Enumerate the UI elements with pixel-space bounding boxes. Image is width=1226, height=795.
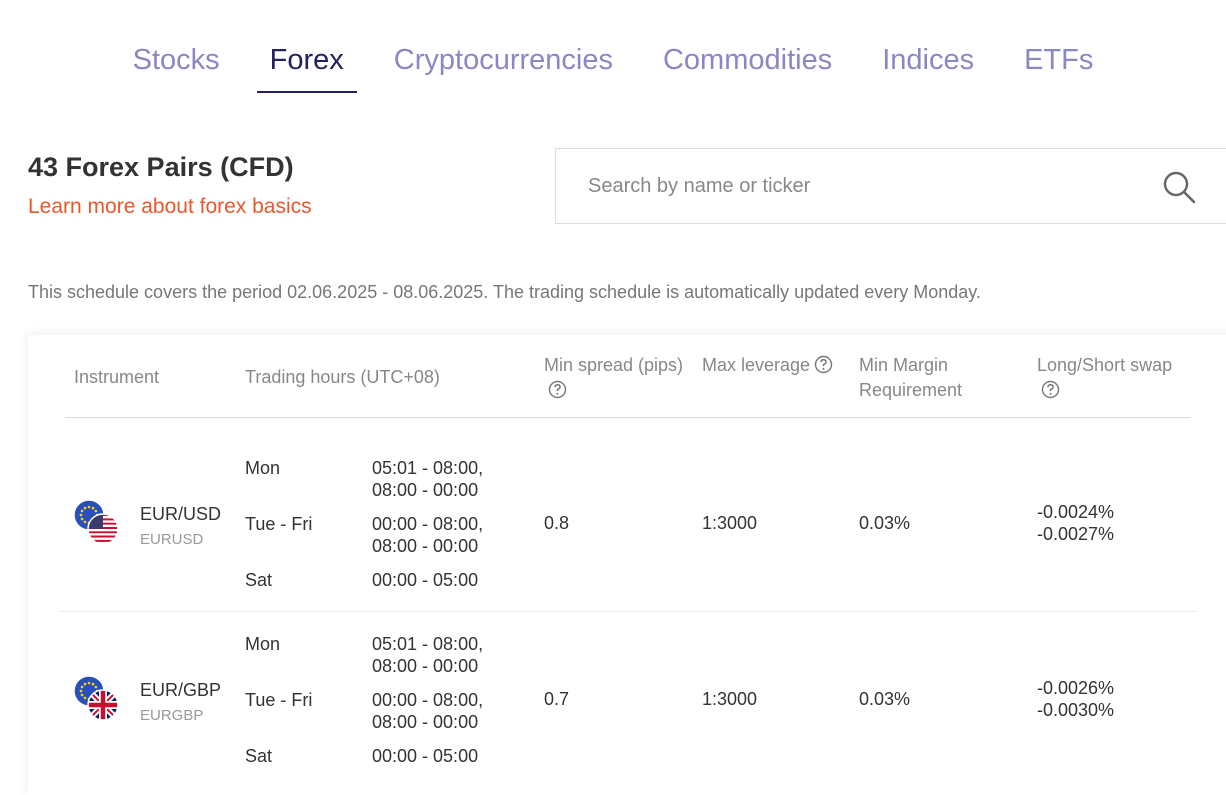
trading-hours: Mon 05:01 - 08:00, 08:00 - 00:00 Tue - Fri… bbox=[245, 436, 512, 611]
column-label: Min spread (pips) bbox=[544, 355, 684, 375]
search-icon[interactable] bbox=[1161, 169, 1197, 205]
spread: 0.7 bbox=[544, 689, 570, 709]
help-icon[interactable] bbox=[548, 380, 567, 399]
schedule-notice: This schedule covers the period 02.06.20… bbox=[28, 282, 981, 302]
hours-entry: Tue - Fri 00:00 - 08:00, 08:00 - 00:00 bbox=[245, 513, 512, 557]
swap-value: -0.0024% bbox=[1037, 502, 1115, 522]
hours-times: 00:00 - 05:00 bbox=[372, 569, 479, 590]
hours-days: Tue - Fri bbox=[245, 689, 313, 710]
swap-value: -0.0027% bbox=[1037, 524, 1115, 544]
instrument-name: EUR/GBP bbox=[140, 680, 222, 700]
margin: 0.03% bbox=[859, 689, 911, 709]
hours-entry: Mon 05:01 - 08:00, 08:00 - 00:00 bbox=[245, 457, 512, 501]
hours-days: Sat bbox=[245, 569, 273, 590]
hours-days: Sat bbox=[245, 745, 273, 766]
hours-times: 00:00 - 08:00, 08:00 - 00:00 bbox=[372, 689, 484, 732]
header-divider bbox=[65, 417, 1190, 418]
pair-flags bbox=[73, 499, 119, 545]
column-label: Instrument bbox=[74, 367, 160, 387]
hours-times: 00:00 - 05:00 bbox=[372, 745, 479, 766]
hours-times: 05:01 - 08:00, 08:00 - 00:00 bbox=[372, 633, 484, 676]
spread: 0.8 bbox=[544, 513, 570, 533]
hours-days: Tue - Fri bbox=[245, 513, 313, 534]
tab[interactable]: ETFs bbox=[1024, 44, 1094, 76]
hours-entry: Mon 05:01 - 08:00, 08:00 - 00:00 bbox=[245, 633, 512, 677]
search-box[interactable]: Search by name or ticker bbox=[555, 148, 1226, 224]
column-label: Trading hours (UTC+08) bbox=[245, 367, 440, 387]
tab-bar: Stocks Forex Cryptocurrencies Commodities In… bbox=[0, 44, 1226, 93]
help-icon[interactable] bbox=[1041, 380, 1060, 399]
instrument-ticker: EURGBP bbox=[140, 707, 204, 724]
leverage: 1:3000 bbox=[702, 689, 758, 709]
table-card: Instrument Trading hours (UTC+08) Min spre… bbox=[28, 335, 1226, 795]
pair-flags bbox=[73, 675, 119, 721]
column-header: Max leverage bbox=[702, 353, 842, 378]
page: Stocks Forex Cryptocurrencies Commodities In… bbox=[0, 44, 1226, 766]
column-header: Min spread (pips) bbox=[544, 353, 684, 403]
column-label: Min Margin Requirement bbox=[859, 355, 963, 400]
swap-value: -0.0026% bbox=[1037, 678, 1115, 698]
learn-link[interactable]: Learn more about forex basics bbox=[28, 195, 312, 218]
column-label: Long/Short swap bbox=[1037, 355, 1173, 375]
swap: -0.0026% -0.0030% bbox=[1037, 677, 1114, 721]
tab[interactable]: Stocks bbox=[132, 44, 220, 76]
instrument: EUR/GBP EURGBP bbox=[140, 679, 221, 727]
page-title: 43 Forex Pairs (CFD) bbox=[28, 152, 294, 182]
hours-entry: Sat 00:00 - 05:00 bbox=[245, 569, 512, 591]
trading-hours: Mon 05:01 - 08:00, 08:00 - 00:00 Tue - Fri… bbox=[245, 612, 512, 787]
swap-value: -0.0030% bbox=[1037, 700, 1115, 720]
column-header: Instrument bbox=[74, 365, 224, 390]
search-placeholder: Search by name or ticker bbox=[588, 175, 811, 197]
instrument-ticker: EURUSD bbox=[140, 531, 204, 548]
tab[interactable]: Forex bbox=[256, 44, 357, 93]
margin: 0.03% bbox=[859, 513, 911, 533]
tab[interactable]: Cryptocurrencies bbox=[393, 44, 613, 76]
hours-days: Mon bbox=[245, 457, 281, 478]
hours-times: 00:00 - 08:00, 08:00 - 00:00 bbox=[372, 513, 484, 556]
hours-days: Mon bbox=[245, 633, 281, 654]
column-header: Trading hours (UTC+08) bbox=[245, 365, 525, 390]
tab[interactable]: Commodities bbox=[662, 44, 833, 76]
instrument-name: EUR/USD bbox=[140, 504, 222, 524]
table-row[interactable]: EUR/GBP EURGBP Mon 05:01 - 08:00, 08:00 - 0… bbox=[58, 611, 1198, 787]
column-label: Max leverage bbox=[702, 355, 811, 375]
column-header: Long/Short swap bbox=[1037, 353, 1187, 403]
instrument: EUR/USD EURUSD bbox=[140, 503, 221, 551]
hours-times: 05:01 - 08:00, 08:00 - 00:00 bbox=[372, 457, 484, 500]
hours-entry: Tue - Fri 00:00 - 08:00, 08:00 - 00:00 bbox=[245, 689, 512, 733]
swap: -0.0024% -0.0027% bbox=[1037, 501, 1114, 545]
hours-entry: Sat 00:00 - 05:00 bbox=[245, 745, 512, 767]
help-icon[interactable] bbox=[814, 355, 833, 374]
column-header: Min Margin Requirement bbox=[859, 353, 1019, 403]
tab[interactable]: Indices bbox=[882, 44, 975, 76]
leverage: 1:3000 bbox=[702, 513, 758, 533]
table-row[interactable]: EUR/USD EURUSD Mon 05:01 - 08:00, 08:00 - 0… bbox=[58, 436, 1198, 611]
